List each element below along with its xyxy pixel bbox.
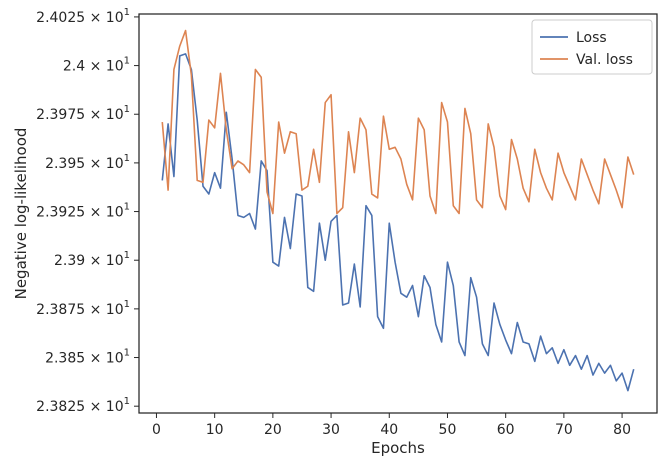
x-tick-label: 50 [439,422,457,438]
x-tick-label: 40 [380,422,398,438]
y-tick-exponent: 1 [124,396,130,407]
y-tick-mantissa: 2.395 [45,156,85,172]
legend: Loss Val. loss [531,19,653,75]
y-tick-label: 2.4 × 101 [63,56,130,75]
y-tick-label: 2.3925 × 101 [36,202,130,221]
y-tick-times: × [85,59,106,75]
y-tick-base: 10 [106,59,124,75]
legend-label: Val. loss [576,52,633,68]
x-tick-label: 10 [206,422,224,438]
x-tick-label: 80 [613,422,631,438]
y-tick-times: × [85,351,106,367]
y-tick-exponent: 1 [124,7,130,18]
x-tick-label: 70 [555,422,573,438]
y-tick-base: 10 [106,156,124,172]
y-tick-label: 2.3825 × 101 [36,396,130,415]
series-line-loss [161,53,635,392]
y-tick-label: 2.4025 × 101 [36,7,130,26]
y-tick-exponent: 1 [124,250,130,261]
y-tick-base: 10 [106,107,124,123]
y-tick-base: 10 [106,10,124,26]
x-tick-label: 20 [264,422,282,438]
y-tick-exponent: 1 [124,153,130,164]
y-tick-times: × [85,107,106,123]
x-axis-label: Epochs [371,439,425,457]
y-tick-mantissa: 2.39 [54,253,85,269]
y-tick-exponent: 1 [124,202,130,213]
y-tick-mantissa: 2.4025 [36,10,85,26]
plot-frame [138,13,658,414]
y-tick-exponent: 1 [124,104,130,115]
y-tick-base: 10 [106,205,124,221]
y-tick-label: 2.3875 × 101 [36,299,130,318]
y-tick-base: 10 [106,399,124,415]
y-tick-mantissa: 2.3875 [36,302,85,318]
y-tick-mantissa: 2.4 [63,59,85,75]
series-line-val-loss [161,29,635,215]
y-tick-exponent: 1 [124,56,130,67]
y-tick-label: 2.39 × 101 [54,250,130,269]
x-axis: 0 10 20 30 40 50 60 70 80 [152,413,631,438]
y-tick-times: × [85,205,106,221]
y-tick-times: × [85,10,106,26]
y-tick-exponent: 1 [124,299,130,310]
plot-lines [161,29,635,392]
y-tick-label: 2.3975 × 101 [36,104,130,123]
y-tick-mantissa: 2.3975 [36,107,85,123]
y-tick-label: 2.395 × 101 [45,153,130,172]
y-tick-times: × [85,399,106,415]
legend-box [531,19,653,75]
y-tick-base: 10 [106,351,124,367]
y-tick-label: 2.385 × 101 [45,348,130,367]
x-tick-label: 30 [322,422,340,438]
legend-label: Loss [576,30,607,46]
y-tick-mantissa: 2.385 [45,351,85,367]
x-tick-label: 0 [152,422,161,438]
y-tick-mantissa: 2.3825 [36,399,85,415]
y-tick-times: × [85,156,106,172]
y-axis-label: Negative log-likelihood [12,128,30,300]
y-tick-exponent: 1 [124,348,130,359]
x-tick-label: 60 [497,422,515,438]
y-tick-base: 10 [106,302,124,318]
y-tick-times: × [85,302,106,318]
y-tick-base: 10 [106,253,124,269]
y-tick-times: × [85,253,106,269]
y-tick-mantissa: 2.3925 [36,205,85,221]
